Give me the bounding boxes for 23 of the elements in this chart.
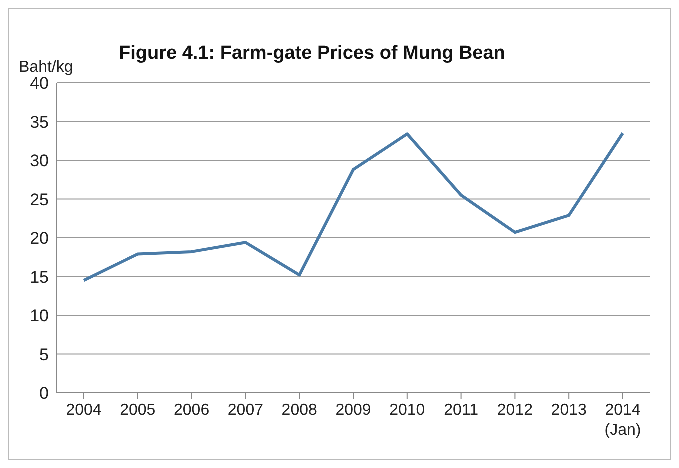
x-tick-label: 2009 [336, 402, 372, 419]
x-tick-label: 2012 [497, 402, 534, 419]
y-tick-label: 25 [30, 190, 49, 210]
line-series [82, 132, 624, 282]
x-tick-label: 2011 [444, 402, 479, 419]
y-tick-label: 20 [30, 229, 49, 248]
y-tick-label: 15 [30, 268, 49, 287]
x-tick-label: 2007 [228, 402, 264, 419]
x-tick-label: 2013 [551, 402, 587, 419]
y-tick-label: 10 [30, 306, 49, 326]
y-tick-label: 5 [40, 345, 49, 364]
y-axis-title: Baht/kg [19, 59, 74, 77]
y-tick-label: 30 [30, 152, 49, 171]
x-tick-label: 2005 [120, 402, 156, 419]
x-tick-label: 2006 [174, 402, 210, 419]
y-tick-label: 40 [30, 74, 49, 94]
x-tick-label: 2004 [66, 402, 102, 419]
x-tick-label: 2010 [390, 402, 426, 419]
x-tick-label: 2014 (Jan) [604, 402, 642, 439]
x-tick-label: 2008 [282, 402, 318, 419]
y-tick-label: 0 [40, 384, 49, 404]
y-tick-label: 35 [30, 112, 49, 132]
chart-title: Figure 4.1: Farm-gate Prices of Mung Bean [119, 43, 506, 65]
